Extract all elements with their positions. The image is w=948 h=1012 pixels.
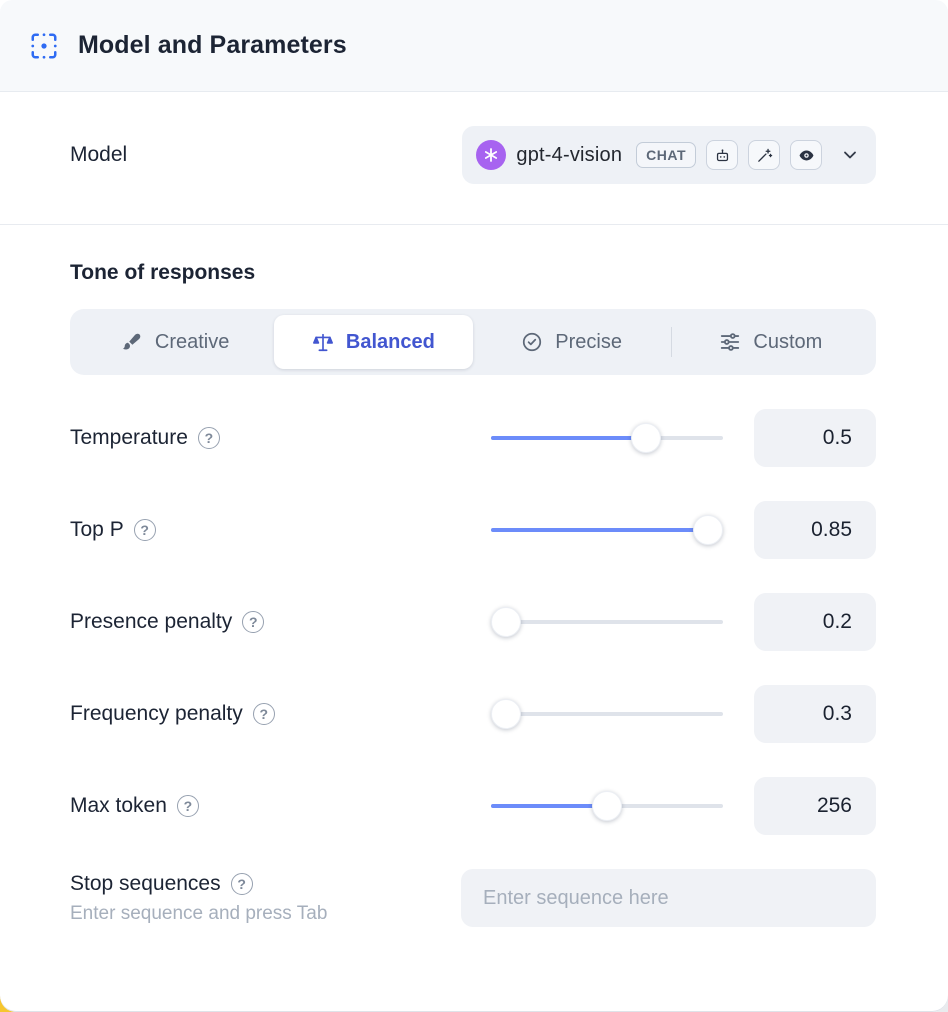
openai-logo-icon bbox=[476, 140, 507, 170]
slider-fill bbox=[491, 804, 607, 808]
magic-wand-icon bbox=[748, 140, 780, 170]
slider-thumb[interactable] bbox=[592, 791, 622, 821]
check-circle-icon bbox=[521, 331, 543, 353]
chevron-down-icon bbox=[840, 145, 860, 165]
temperature-value[interactable]: 0.5 bbox=[754, 409, 876, 467]
param-label: Frequency penalty ? bbox=[70, 702, 491, 726]
section-divider bbox=[0, 224, 948, 225]
tone-heading: Tone of responses bbox=[70, 261, 256, 284]
max-token-slider[interactable] bbox=[491, 791, 723, 821]
frequency-penalty-row: Frequency penalty ? 0.3 bbox=[70, 685, 876, 743]
chat-badge: CHAT bbox=[636, 142, 696, 168]
panel-title: Model and Parameters bbox=[78, 31, 347, 59]
help-icon[interactable]: ? bbox=[133, 519, 156, 541]
vision-icon bbox=[790, 140, 822, 170]
scales-icon bbox=[312, 331, 334, 353]
param-name: Frequency penalty bbox=[70, 702, 243, 725]
param-label: Stop sequences ? bbox=[70, 872, 461, 896]
presence-penalty-slider[interactable] bbox=[491, 607, 723, 637]
tone-option-creative[interactable]: Creative bbox=[76, 315, 274, 369]
param-name: Top P bbox=[70, 518, 124, 541]
slider-thumb[interactable] bbox=[491, 699, 521, 729]
stop-sequences-labels: Stop sequences ? Enter sequence and pres… bbox=[70, 872, 461, 925]
stop-sequences-helper: Enter sequence and press Tab bbox=[70, 902, 328, 924]
param-label: Max token ? bbox=[70, 794, 491, 818]
tone-option-balanced[interactable]: Balanced bbox=[274, 315, 473, 369]
slider-thumb[interactable] bbox=[693, 515, 723, 545]
slider-fill bbox=[491, 528, 719, 532]
max-token-value[interactable]: 256 bbox=[754, 777, 876, 835]
stop-sequence-input[interactable] bbox=[461, 869, 876, 927]
help-icon[interactable]: ? bbox=[242, 611, 265, 633]
sliders-icon bbox=[719, 331, 741, 353]
help-icon[interactable]: ? bbox=[176, 795, 199, 817]
tone-option-label: Balanced bbox=[345, 330, 435, 353]
ai-selection-icon bbox=[28, 30, 60, 62]
slider-fill bbox=[491, 436, 647, 440]
help-icon[interactable]: ? bbox=[230, 872, 253, 895]
temperature-slider[interactable] bbox=[491, 423, 723, 453]
param-name: Presence penalty bbox=[70, 610, 233, 633]
param-label: Temperature ? bbox=[70, 426, 491, 450]
slider-thumb[interactable] bbox=[491, 607, 521, 637]
top-p-slider[interactable] bbox=[491, 515, 723, 545]
top-p-row: Top P ? 0.85 bbox=[70, 501, 876, 559]
help-icon[interactable]: ? bbox=[252, 703, 275, 725]
brush-icon bbox=[121, 331, 143, 353]
tone-option-precise[interactable]: Precise bbox=[473, 315, 671, 369]
presence-penalty-value[interactable]: 0.2 bbox=[754, 593, 876, 651]
model-label: Model bbox=[70, 143, 128, 166]
segment-divider bbox=[670, 327, 672, 357]
param-label: Top P ? bbox=[70, 518, 491, 542]
tone-segmented-control: Creative Balanced bbox=[70, 309, 876, 375]
param-name: Stop sequences bbox=[70, 871, 221, 895]
slider-track bbox=[491, 712, 723, 716]
assistant-icon bbox=[706, 140, 738, 170]
frequency-penalty-slider[interactable] bbox=[491, 699, 723, 729]
slider-track bbox=[491, 620, 723, 624]
temperature-row: Temperature ? 0.5 bbox=[70, 409, 876, 467]
stop-sequences-row: Stop sequences ? Enter sequence and pres… bbox=[70, 869, 876, 927]
max-token-row: Max token ? 256 bbox=[70, 777, 876, 835]
model-select[interactable]: gpt-4-vision CHAT bbox=[462, 126, 876, 184]
panel-header: Model and Parameters bbox=[0, 0, 948, 92]
param-name: Max token bbox=[70, 794, 167, 817]
param-name: Temperature bbox=[70, 426, 188, 449]
panel-content: Model gpt-4-vision CHAT bbox=[0, 92, 948, 927]
tone-option-label: Precise bbox=[555, 330, 622, 353]
model-row: Model gpt-4-vision CHAT bbox=[70, 126, 876, 184]
top-p-value[interactable]: 0.85 bbox=[754, 501, 876, 559]
param-label: Presence penalty ? bbox=[70, 610, 491, 634]
model-name: gpt-4-vision bbox=[516, 143, 623, 166]
frequency-penalty-value[interactable]: 0.3 bbox=[754, 685, 876, 743]
slider-thumb[interactable] bbox=[631, 423, 662, 453]
tone-option-custom[interactable]: Custom bbox=[672, 315, 870, 369]
help-icon[interactable]: ? bbox=[197, 427, 220, 449]
presence-penalty-row: Presence penalty ? 0.2 bbox=[70, 593, 876, 651]
tone-option-label: Creative bbox=[154, 330, 230, 353]
tone-option-label: Custom bbox=[753, 330, 823, 353]
